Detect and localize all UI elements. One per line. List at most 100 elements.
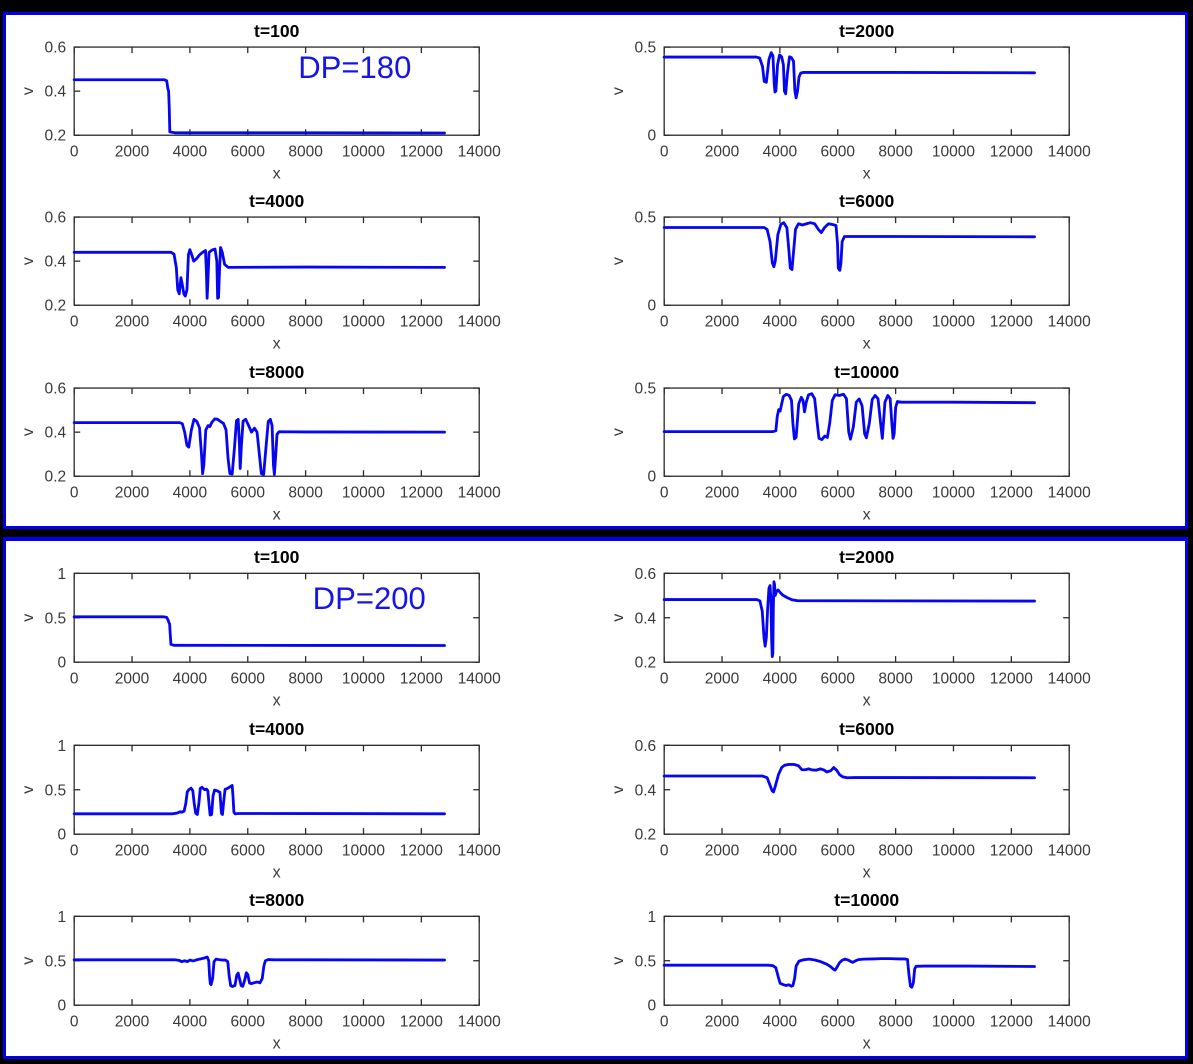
- y-axis-label: v: [19, 957, 37, 965]
- x-tick-label: 12000: [989, 484, 1033, 501]
- x-tick-label: 8000: [288, 314, 323, 331]
- x-tick-label: 6000: [230, 1014, 265, 1031]
- y-tick-label: 0.6: [45, 380, 67, 397]
- x-tick-label: 14000: [1047, 143, 1091, 160]
- x-axis-label: x: [273, 505, 281, 523]
- data-line: [662, 957, 1036, 989]
- subplot-dp180-t100: 0 2000 4000 6000 8000 10000 12000 14000 0.2 0.4 0.…: [6, 15, 596, 185]
- x-tick-label: 6000: [820, 143, 855, 160]
- x-axis-label: x: [862, 863, 870, 881]
- x-tick-label: 6000: [230, 143, 265, 160]
- data-line: [72, 246, 446, 300]
- x-tick-label: 14000: [1047, 484, 1091, 501]
- y-tick-label: 0.6: [45, 210, 67, 227]
- y-tick-label: 0.6: [634, 737, 656, 754]
- chart-canvas: 0 2000 4000 6000 8000 10000 12000 14000 0.2 0.4 0.…: [609, 547, 1091, 709]
- y-tick-label: 0.2: [45, 468, 67, 485]
- plot-title: t=8000: [249, 890, 304, 910]
- y-tick-label: 0.4: [45, 254, 67, 271]
- x-tick-label: 0: [659, 314, 668, 331]
- x-tick-label: 8000: [878, 484, 913, 501]
- subplot-dp200-t4000: 0 2000 4000 6000 8000 10000 12000 14000 0 0.5 1 t=4…: [6, 713, 596, 885]
- data-line: [72, 417, 446, 476]
- subplot-dp200-t2000: 0 2000 4000 6000 8000 10000 12000 14000 0.2 0.4 0.…: [596, 541, 1186, 713]
- x-tick-label: 2000: [115, 314, 150, 331]
- y-axis-label: v: [609, 257, 627, 265]
- chart-canvas: 0 2000 4000 6000 8000 10000 12000 14000 0 0.5 1 t=8…: [19, 890, 501, 1052]
- y-axis-label: v: [19, 614, 37, 622]
- data-line: [662, 762, 1036, 794]
- plot-title: t=2000: [839, 547, 894, 567]
- y-axis-label: v: [609, 428, 627, 436]
- x-tick-label: 4000: [173, 670, 208, 687]
- x-tick-label: 0: [659, 143, 668, 160]
- x-tick-label: 4000: [173, 1014, 208, 1031]
- data-line: [72, 78, 446, 135]
- subplot-dp200-t8000: 0 2000 4000 6000 8000 10000 12000 14000 0 0.5 1 t=8…: [6, 884, 596, 1056]
- x-tick-label: 2000: [115, 1014, 150, 1031]
- x-axis-label: x: [273, 335, 281, 353]
- y-axis-label: v: [19, 428, 37, 436]
- x-tick-label: 4000: [173, 314, 208, 331]
- x-tick-label: 8000: [288, 1014, 323, 1031]
- x-tick-label: 12000: [989, 670, 1032, 687]
- x-tick-label: 12000: [400, 842, 443, 859]
- annotation-dp: DP=180: [298, 50, 411, 85]
- x-tick-label: 6000: [230, 842, 265, 859]
- x-tick-label: 2000: [115, 143, 150, 160]
- axes-box: [663, 46, 1070, 136]
- chart-canvas: 0 2000 4000 6000 8000 10000 12000 14000 0 0.5 t=20…: [609, 21, 1091, 182]
- y-tick-label: 0.5: [45, 782, 67, 799]
- y-tick-label: 0.6: [634, 566, 656, 583]
- x-tick-label: 10000: [342, 1014, 385, 1031]
- x-tick-label: 6000: [230, 484, 265, 501]
- y-tick-label: 1: [58, 737, 67, 754]
- y-tick-label: 0.5: [634, 210, 656, 227]
- y-tick-label: 0.6: [45, 40, 67, 57]
- x-tick-label: 14000: [1047, 842, 1090, 859]
- x-tick-label: 4000: [762, 143, 797, 160]
- y-axis-label: v: [609, 87, 627, 95]
- x-tick-label: 0: [70, 670, 79, 687]
- x-tick-label: 14000: [1047, 670, 1090, 687]
- data-line: [662, 391, 1036, 441]
- x-tick-label: 12000: [400, 1014, 443, 1031]
- plot-title: t=100: [254, 547, 300, 567]
- x-tick-label: 10000: [931, 314, 975, 331]
- plot-title: t=4000: [249, 191, 304, 211]
- x-tick-label: 6000: [820, 842, 855, 859]
- x-axis-label: x: [273, 164, 281, 182]
- x-tick-label: 10000: [931, 143, 975, 160]
- subplot-dp200-t6000: 0 2000 4000 6000 8000 10000 12000 14000 0.2 0.4 0.…: [596, 713, 1186, 885]
- plot-title: t=6000: [839, 719, 894, 739]
- data-line: [662, 580, 1036, 659]
- x-tick-label: 0: [70, 1014, 79, 1031]
- axes-box: [663, 572, 1070, 663]
- y-tick-label: 0: [58, 826, 67, 843]
- x-tick-label: 14000: [1047, 314, 1091, 331]
- x-tick-label: 10000: [931, 842, 974, 859]
- x-tick-label: 4000: [762, 670, 797, 687]
- x-tick-label: 14000: [458, 1014, 501, 1031]
- axes-box: [663, 216, 1070, 307]
- y-tick-label: 0.5: [634, 380, 656, 397]
- panel-dp180: 0 2000 4000 6000 8000 10000 12000 14000 0.2 0.4 0.…: [3, 12, 1188, 529]
- axes-box: [663, 915, 1070, 1007]
- x-tick-label: 2000: [704, 484, 739, 501]
- y-tick-label: 1: [58, 909, 67, 926]
- y-tick-label: 0: [647, 128, 656, 145]
- axes-box: [73, 216, 480, 307]
- x-tick-label: 2000: [115, 670, 150, 687]
- x-tick-label: 4000: [762, 314, 797, 331]
- x-tick-label: 12000: [989, 842, 1032, 859]
- chart-canvas: 0 2000 4000 6000 8000 10000 12000 14000 0.2 0.4 0.…: [19, 362, 502, 523]
- x-tick-label: 8000: [288, 484, 323, 501]
- x-tick-label: 8000: [288, 670, 323, 687]
- chart-canvas: 0 2000 4000 6000 8000 10000 12000 14000 0 0.5 1 t=1…: [19, 547, 501, 709]
- x-tick-label: 12000: [400, 484, 444, 501]
- chart-canvas: 0 2000 4000 6000 8000 10000 12000 14000 0 0.5 1 t=4…: [19, 719, 501, 881]
- x-tick-label: 14000: [458, 484, 502, 501]
- y-tick-label: 0.4: [634, 610, 656, 627]
- x-tick-label: 0: [70, 484, 79, 501]
- y-axis-label: v: [609, 957, 627, 965]
